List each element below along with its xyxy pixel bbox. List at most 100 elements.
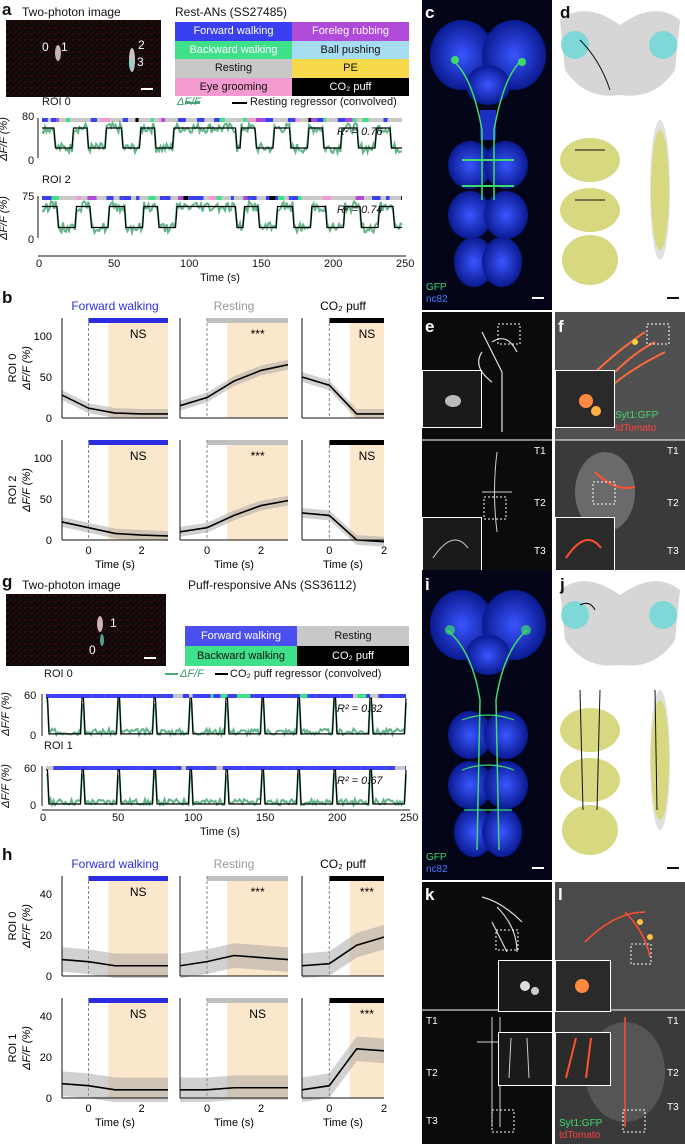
behavior-segment xyxy=(177,118,186,122)
y-tick-label: 50 xyxy=(40,372,52,384)
behavior-segment xyxy=(316,766,326,770)
ylabel-a0: ΔF/F (%) xyxy=(0,117,10,161)
behavior-segment xyxy=(147,694,151,698)
behavior-segment xyxy=(240,694,251,698)
behavior-segment xyxy=(121,766,130,770)
behavior-segment xyxy=(64,766,74,770)
behavior-segment xyxy=(76,196,81,200)
behavior-segment xyxy=(197,118,205,122)
behavior-segment xyxy=(356,118,360,122)
behavior-segment xyxy=(287,118,296,122)
xlabel-a: Time (s) xyxy=(200,272,240,284)
dff-trace xyxy=(42,198,403,237)
behavior-segment xyxy=(347,766,354,770)
behavior-segment xyxy=(51,196,60,200)
analysis-window xyxy=(227,1002,288,1098)
y-tick-label: 20 xyxy=(40,930,52,942)
mean-trace xyxy=(61,1082,168,1091)
behavior-segment xyxy=(370,694,379,698)
mean-trace xyxy=(301,1047,385,1091)
ylabel-a2: ΔF/F (%) xyxy=(0,196,10,240)
analysis-window xyxy=(108,880,168,976)
analysis-window xyxy=(227,444,288,540)
event-bar xyxy=(88,876,168,881)
row-label: ROI 2 xyxy=(7,476,19,505)
behavior-segment xyxy=(201,766,210,770)
behavior-segment xyxy=(61,766,65,770)
behavior-segment xyxy=(401,196,402,200)
gfp-label-i: GFP xyxy=(426,852,447,863)
behavior-segment xyxy=(96,694,105,698)
behavior-segment xyxy=(119,196,123,200)
ytick-g1-bot: 0 xyxy=(30,800,37,812)
analysis-window xyxy=(349,444,384,540)
segment-t1-k: T1 xyxy=(426,1016,438,1027)
panel-label-b: b xyxy=(2,288,13,307)
behavior-segment xyxy=(50,118,57,122)
mean-trace xyxy=(179,363,289,407)
behavior-segment xyxy=(306,766,317,770)
traces-a xyxy=(37,102,406,257)
behavior-segment xyxy=(220,694,228,698)
behavior-segment xyxy=(100,118,111,122)
behavior-segment xyxy=(90,118,98,122)
x-tick-label: 0 xyxy=(326,545,332,557)
legend-item: PE xyxy=(292,59,409,78)
behavior-segment xyxy=(87,196,97,200)
segment-t2-k: T2 xyxy=(426,1068,438,1079)
behavior-segment xyxy=(389,196,393,200)
behavior-segment xyxy=(104,694,114,698)
event-title: CO₂ puff xyxy=(320,300,366,313)
sem-band xyxy=(62,947,168,979)
behavior-segment xyxy=(221,196,231,200)
behavior-segment xyxy=(322,196,332,200)
scale-bar xyxy=(532,867,544,869)
significance-label: *** xyxy=(251,327,265,341)
panel-label-k: k xyxy=(425,885,435,904)
regressor-trace xyxy=(42,205,402,229)
inset-l-bottom xyxy=(555,1032,611,1086)
x-axis-label: Time (s) xyxy=(214,1117,254,1129)
behavior-segment xyxy=(156,694,161,698)
roi-name-g1: ROI 1 xyxy=(44,740,73,752)
behavior-segment xyxy=(185,766,195,770)
confocal-image-k: T1 T2 T3 xyxy=(422,882,552,1144)
behavior-segment xyxy=(294,766,301,770)
analysis-window xyxy=(108,322,168,418)
behavior-segment xyxy=(274,766,278,770)
behavior-segment xyxy=(113,196,116,200)
behavior-segment xyxy=(341,766,348,770)
event-bar xyxy=(329,998,384,1003)
behavior-segment xyxy=(157,766,167,770)
behavior-segment xyxy=(337,118,346,122)
xticks-a: 0 50 100 150 200 250 xyxy=(0,258,420,272)
mean-trace xyxy=(61,521,169,537)
behavior-segment xyxy=(80,196,88,200)
behavior-segment xyxy=(194,118,198,122)
behavior-segment xyxy=(46,766,54,770)
behavior-segment xyxy=(128,118,136,122)
significance-label: NS xyxy=(359,327,376,341)
behavior-segment xyxy=(173,694,183,698)
regressor-trace xyxy=(46,769,407,805)
ylabel-g1: ΔF/F (%) xyxy=(0,764,12,808)
behavior-segment xyxy=(279,118,285,122)
x-tick-label: 0 xyxy=(85,1103,91,1115)
event-title: Forward walking xyxy=(71,300,158,313)
behavior-segment xyxy=(208,196,217,200)
confocal-image-i: GFP nc82 xyxy=(422,570,552,880)
behavior-segment xyxy=(106,766,110,770)
behavior-segment xyxy=(138,118,145,122)
behavior-segment xyxy=(352,118,357,122)
behavior-segment xyxy=(394,118,402,122)
legend-item: Ball pushing xyxy=(292,40,409,59)
significance-label: *** xyxy=(251,885,265,899)
analysis-window xyxy=(108,444,168,540)
significance-label: *** xyxy=(360,885,374,899)
segment-t2-e: T2 xyxy=(534,498,546,509)
legend-item: CO₂ puff xyxy=(292,77,409,96)
panel-label-l: l xyxy=(558,885,563,904)
behavior-segment xyxy=(97,118,101,122)
roi-label-a-1: 1 xyxy=(61,40,68,54)
significance-label: NS xyxy=(130,1007,147,1021)
